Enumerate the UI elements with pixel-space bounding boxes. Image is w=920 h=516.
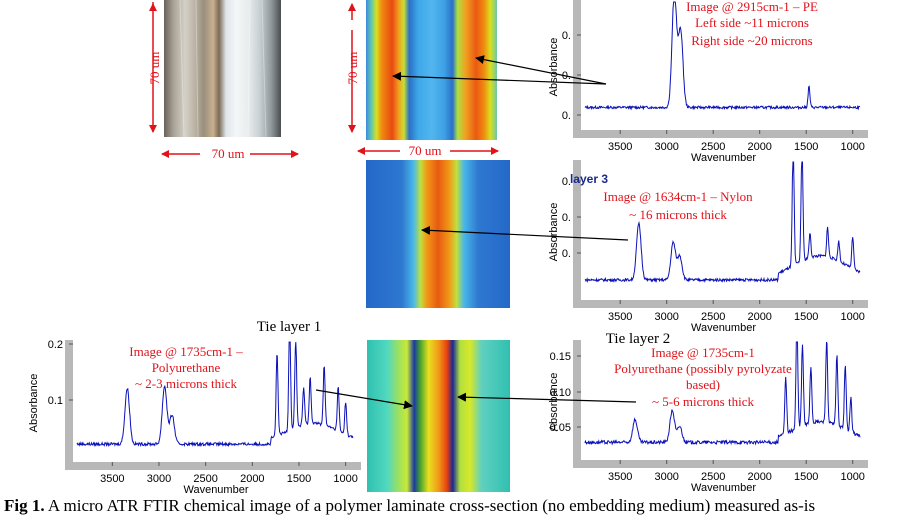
chem-image-nylon (366, 160, 510, 308)
annotation-note: Image @ 1735cm-1 – (129, 344, 243, 359)
y-tick-label: 0. (562, 110, 571, 122)
x-tick-label: 2500 (701, 471, 725, 483)
y-axis-label: Absorbance (548, 373, 560, 432)
x-tick-label: 1500 (794, 141, 818, 153)
annotation-note: ~ 5-6 microns thick (652, 394, 754, 409)
chem-top-width-label: 70 um (409, 143, 442, 158)
caption-label: Fig 1. (4, 496, 45, 515)
y-axis-label: Absorbance (548, 38, 560, 97)
figure-caption: Fig 1. A micro ATR FTIR chemical image o… (4, 496, 920, 516)
y-tick-label: 0. (562, 248, 571, 260)
chem-image-pe (366, 0, 497, 140)
x-tick-label: 2000 (747, 471, 771, 483)
x-tick-label: 2500 (701, 141, 725, 153)
caption-text: A micro ATR FTIR chemical image of a pol… (44, 496, 816, 515)
x-tick-label: 1000 (840, 471, 864, 483)
x-tick-label: 1000 (333, 473, 357, 485)
y-tick-label: 0.05 (550, 422, 571, 434)
spectrum-line (76, 341, 354, 448)
annotation-note: based) (686, 377, 720, 392)
x-tick-label: 1000 (840, 311, 864, 323)
optical-height-label: 70 um (147, 52, 162, 85)
y-tick-label: 0.1 (48, 395, 63, 407)
x-tick-label: 1500 (794, 471, 818, 483)
y-tick-label: 0. (562, 30, 571, 42)
x-axis-label: Wavenumber (691, 322, 756, 334)
x-tick-label: 3000 (147, 473, 171, 485)
annotation-note: Right side ~20 microns (691, 33, 813, 48)
layer-title: Tie layer 1 (257, 319, 321, 335)
annotation-note: Polyurethane (possibly pyrolyzate (614, 361, 792, 376)
optical-image (164, 0, 281, 138)
x-tick-label: 3000 (654, 311, 678, 323)
x-tick-label: 2000 (240, 473, 264, 485)
spectrum-line (584, 161, 861, 284)
x-tick-label: 2000 (747, 311, 771, 323)
x-axis-label: Wavenumber (691, 152, 756, 164)
x-tick-label: 3000 (654, 141, 678, 153)
annotation-note: Image @ 1735cm-1 (651, 345, 755, 360)
y-tick-label: 0. (562, 212, 571, 224)
spectrum-line (584, 1, 861, 111)
y-tick-label: 0.15 (550, 351, 571, 363)
x-tick-label: 3500 (608, 311, 632, 323)
annotation-note: Image @ 1634cm-1 – Nylon (603, 189, 753, 204)
x-tick-label: 2500 (193, 473, 217, 485)
x-tick-label: 3000 (654, 471, 678, 483)
spectrum-tie1-panel: 3500 3000 2500 2000 1500 1000 Wavenumber 0.2 0.1… (28, 319, 361, 496)
annotation-note: ~ 16 microns thick (629, 207, 727, 222)
layer-title: layer 3 (570, 172, 608, 186)
y-axis-label: Absorbance (548, 203, 560, 262)
x-tick-label: 3500 (100, 473, 124, 485)
connector-arrows (315, 55, 637, 410)
x-tick-label: 2000 (747, 141, 771, 153)
spectrum-nylon-panel: 3500 3000 2500 2000 1500 1000 Wavenumber 0. 0. 0.… (548, 160, 868, 334)
y-tick-label: 0. (562, 176, 571, 188)
x-tick-label: 1500 (794, 311, 818, 323)
y-tick-label: 0.2 (48, 339, 63, 351)
spectrum-line (584, 341, 861, 446)
x-tick-label: 1500 (287, 473, 311, 485)
annotation-note: Left side ~11 microns (695, 15, 809, 30)
x-tick-label: 3500 (608, 471, 632, 483)
annotation-note: ~ 2-3 microns thick (135, 376, 237, 391)
layer-title: Tie layer 2 (606, 331, 670, 347)
x-tick-label: 3500 (608, 141, 632, 153)
chem-image-tie-layers (367, 340, 510, 492)
y-tick-label: 0.10 (550, 387, 571, 399)
y-axis-label: Absorbance (28, 374, 40, 433)
annotation-note: Polyurethane (152, 360, 221, 375)
spectrum-tie2-panel: 3500 3000 2500 2000 1500 1000 Wavenumber 0.15 0.… (548, 331, 868, 494)
x-axis-label: Wavenumber (691, 482, 756, 494)
optical-width-label: 70 um (212, 146, 245, 161)
chem-top-height-label: 70 um (345, 52, 360, 85)
x-axis-label: Wavenumber (183, 484, 248, 496)
annotation-note: Image @ 2915cm-1 – PE (686, 0, 818, 14)
x-tick-label: 2500 (701, 311, 725, 323)
x-tick-label: 1000 (840, 141, 864, 153)
